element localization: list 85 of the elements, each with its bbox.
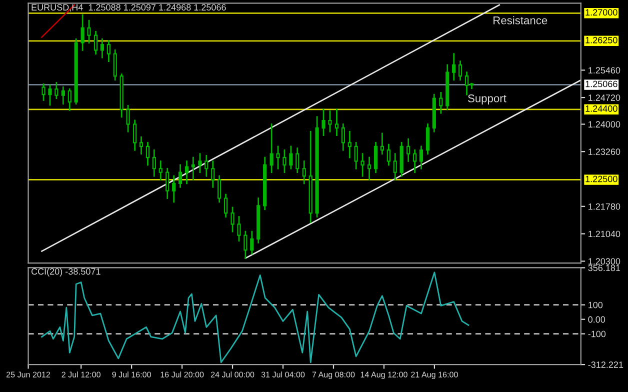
candlestick — [54, 82, 58, 99]
candlestick — [276, 146, 280, 170]
candlestick — [126, 104, 130, 132]
candlestick — [218, 175, 222, 203]
candlestick — [386, 144, 390, 166]
candlestick — [296, 148, 300, 174]
y-tick-label: 100 — [588, 302, 603, 308]
candlestick — [270, 124, 274, 174]
x-tick-label: 21 Aug 16:00 — [411, 372, 458, 380]
candlestick — [458, 60, 462, 80]
y-tick-label: 1.21780 — [588, 203, 620, 210]
ref-line-label: 1.25066 — [586, 80, 618, 88]
candlestick — [322, 108, 326, 136]
candlestick — [68, 88, 72, 111]
candlestick — [393, 153, 397, 180]
annotation: Resistance — [494, 16, 548, 24]
y-tick-label: -100 — [588, 330, 606, 338]
ref-line-label: 1.22500 — [586, 176, 618, 182]
ref-line-label: 1.27000 — [586, 9, 618, 16]
candlestick — [406, 138, 410, 162]
candlestick — [426, 124, 430, 155]
y-tick-label: 1.23260 — [588, 148, 620, 155]
candlestick — [452, 53, 456, 80]
candlestick — [354, 142, 358, 170]
ref-line-label: 1.26250 — [586, 36, 618, 44]
ref-line-label: 1.24400 — [586, 105, 618, 112]
candlestick — [374, 142, 378, 174]
candlestick — [42, 84, 46, 101]
candlestick — [244, 230, 248, 259]
y-tick-label: 1.24000 — [588, 121, 620, 128]
candlestick — [289, 146, 293, 170]
candlestick — [132, 120, 137, 151]
y-tick-label: -312.221 — [588, 362, 624, 368]
y-tick-label: 1.20300 — [588, 258, 620, 265]
candlestick — [172, 175, 176, 203]
y-tick-label: 356.181 — [588, 264, 620, 272]
candlestick — [184, 160, 189, 184]
candlestick — [211, 160, 215, 188]
candlestick — [412, 149, 417, 174]
candlestick — [80, 14, 84, 51]
candlestick — [113, 49, 117, 80]
x-tick-label: 2 Jul 12:00 — [62, 372, 100, 378]
x-tick-label: 7 Aug 08:00 — [312, 372, 355, 380]
candlestick — [419, 146, 424, 170]
candlestick — [152, 149, 156, 177]
candlestick — [139, 136, 144, 155]
candlestick — [106, 40, 110, 62]
candlestick — [94, 30, 98, 55]
candlestick — [100, 38, 104, 58]
candlestick — [87, 20, 91, 44]
candlestick — [166, 168, 170, 199]
chart-title: CCI(20) -38.5071 — [31, 268, 100, 276]
candlestick — [178, 164, 182, 188]
candlestick — [198, 153, 202, 174]
candlestick — [250, 230, 254, 254]
candlestick — [348, 130, 352, 158]
y-tick-label: 1.21040 — [588, 230, 620, 238]
candlestick — [48, 84, 52, 106]
x-tick-label: 25 Jun 2012 — [6, 372, 50, 378]
candlestick — [380, 132, 384, 155]
candlestick — [439, 92, 443, 114]
y-tick-label: 1.25460 — [588, 67, 620, 74]
x-tick-label: 9 Jul 16:00 — [112, 372, 151, 378]
candlestick — [341, 124, 345, 151]
candlestick — [282, 149, 286, 174]
candlestick — [302, 160, 306, 184]
candlestick — [328, 110, 332, 132]
candlestick — [61, 86, 65, 105]
y-tick-label: 0.00 — [588, 316, 606, 323]
candlestick — [230, 206, 234, 232]
x-tick-label: 16 Jul 20:00 — [160, 372, 204, 378]
candlestick — [191, 156, 196, 180]
x-tick-label: 24 Jul 00:00 — [210, 372, 254, 378]
candlestick — [360, 153, 364, 177]
candlestick — [237, 216, 241, 242]
candlestick — [204, 154, 208, 177]
candlestick — [158, 160, 162, 180]
y-tick-label: 1.24720 — [588, 94, 620, 101]
candlestick — [334, 108, 339, 136]
x-tick-label: 31 Jul 04:00 — [261, 372, 305, 378]
annotation: Support — [468, 94, 506, 104]
candlestick — [224, 194, 228, 218]
candlestick — [146, 142, 150, 166]
x-tick-label: 14 Aug 12:00 — [360, 372, 408, 380]
candlestick — [367, 156, 372, 180]
